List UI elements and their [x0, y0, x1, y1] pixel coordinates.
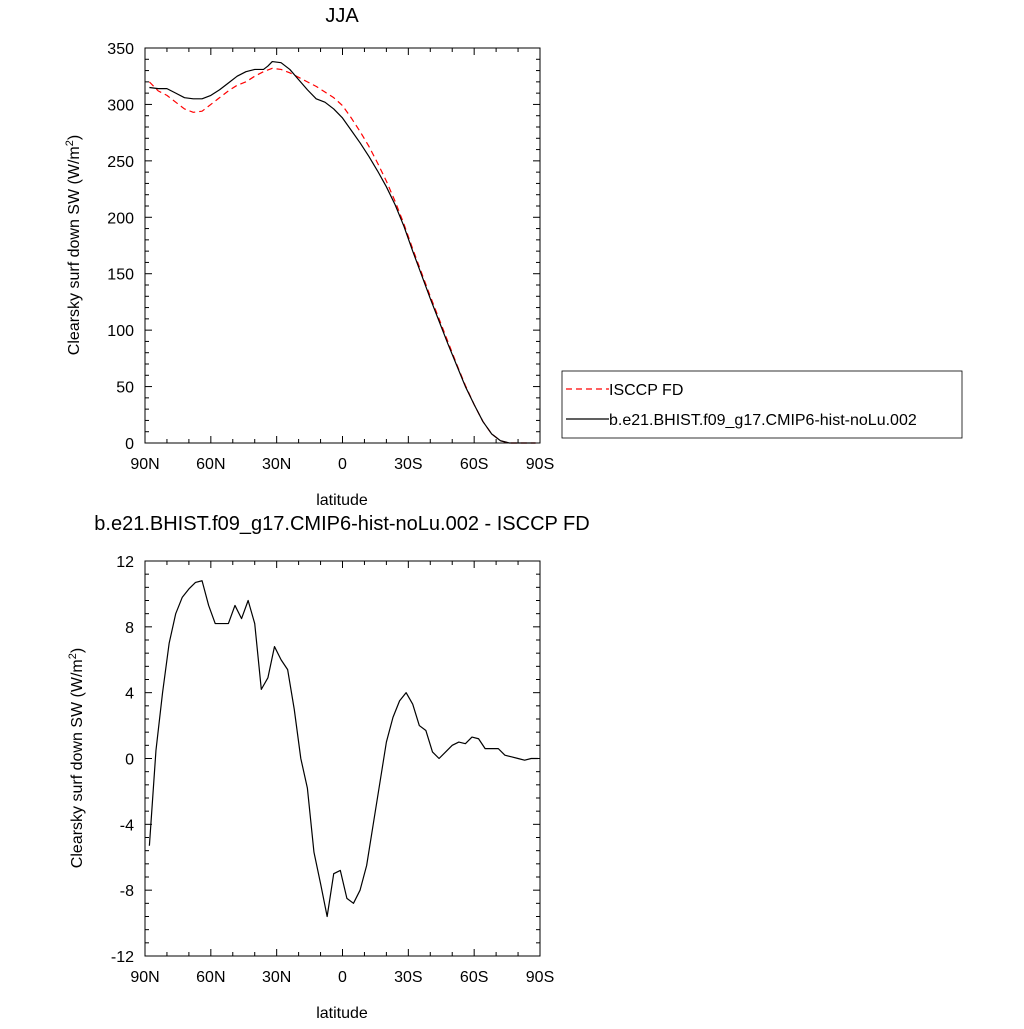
legend-label-model: b.e21.BHIST.f09_g17.CMIP6-hist-noLu.002 — [609, 412, 917, 429]
panel-top-plot-frame — [144, 47, 541, 444]
panel-top-ticks: 90N 60N 30N 0 30S 60S 90S 0 50 100 150 200 250 300 350 — [107, 41, 554, 473]
legend: ISCCP FD b.e21.BHIST.f09_g17.CMIP6-hist-… — [561, 370, 963, 439]
panel-bottom-xlabel: latitude — [316, 1005, 368, 1022]
y-tick-label: 300 — [107, 97, 134, 114]
panel-bottom-series — [148, 580, 538, 918]
x-tick-label: 90N — [130, 456, 159, 473]
legend-label-isccp: ISCCP FD — [609, 382, 683, 399]
legend-box — [561, 370, 963, 439]
panel-top-series — [148, 60, 536, 444]
y-tick-label: 8 — [125, 620, 134, 637]
x-tick-label: 30S — [394, 456, 422, 473]
x-tick-label: 0 — [338, 456, 347, 473]
panel-bottom-title: b.e21.BHIST.f09_g17.CMIP6-hist-noLu.002 … — [94, 513, 589, 535]
x-tick-label: 90S — [526, 969, 554, 986]
panel-top-ylabel: Clearsky surf down SW (W/m2) — [64, 135, 83, 355]
panel-bottom-ylabel-sup: 2 — [67, 653, 79, 659]
panel-top-ylabel-close: ) — [66, 135, 83, 140]
x-tick-label: 60N — [196, 969, 225, 986]
series-line-top-1 — [149, 60, 536, 444]
panel-bottom: b.e21.BHIST.f09_g17.CMIP6-hist-noLu.002 … — [67, 513, 590, 1022]
panel-bottom-ticks: 90N 60N 30N 0 30S 60S 90S -12 -8 -4 0 4 8 12 — [111, 554, 554, 986]
panel-top-xlabel: latitude — [316, 492, 368, 509]
panel-bottom-ylabel-main: Clearsky surf down SW (W/m — [69, 659, 86, 868]
panel-top-title: JJA — [325, 5, 359, 27]
y-tick-label: 350 — [107, 41, 134, 58]
y-tick-label: 50 — [116, 380, 134, 397]
y-tick-label: -12 — [111, 949, 134, 966]
x-tick-label: 30S — [394, 969, 422, 986]
y-tick-label: 250 — [107, 154, 134, 171]
y-tick-label: 4 — [125, 686, 134, 703]
x-tick-label: 30N — [262, 969, 291, 986]
x-tick-label: 60S — [460, 456, 488, 473]
x-tick-label: 60S — [460, 969, 488, 986]
panel-bottom-ylabel: Clearsky surf down SW (W/m2) — [67, 648, 86, 868]
y-tick-label: 0 — [125, 752, 134, 769]
y-tick-label: 100 — [107, 323, 134, 340]
y-tick-label: -4 — [120, 817, 134, 834]
panel-top-ylabel-sup: 2 — [64, 140, 76, 146]
x-tick-label: 60N — [196, 456, 225, 473]
y-tick-label: 12 — [116, 554, 134, 571]
x-tick-label: 0 — [338, 969, 347, 986]
x-tick-label: 90N — [130, 969, 159, 986]
y-tick-label: -8 — [120, 883, 134, 900]
panel-bottom-plot-frame — [144, 560, 541, 957]
panel-bottom-ylabel-close: ) — [69, 648, 86, 653]
x-tick-label: 90S — [526, 456, 554, 473]
series-line-top-0 — [148, 67, 536, 444]
panel-top-ylabel-main: Clearsky surf down SW (W/m — [66, 146, 83, 355]
y-tick-label: 0 — [125, 436, 134, 453]
x-tick-label: 30N — [262, 456, 291, 473]
y-tick-label: 150 — [107, 267, 134, 284]
y-tick-label: 200 — [107, 210, 134, 227]
panel-top: JJA 90N 60N 30N 0 30S 60S 90S 0 50 100 150 200 250 30… — [64, 5, 963, 509]
series-line-bottom-0 — [148, 580, 538, 918]
